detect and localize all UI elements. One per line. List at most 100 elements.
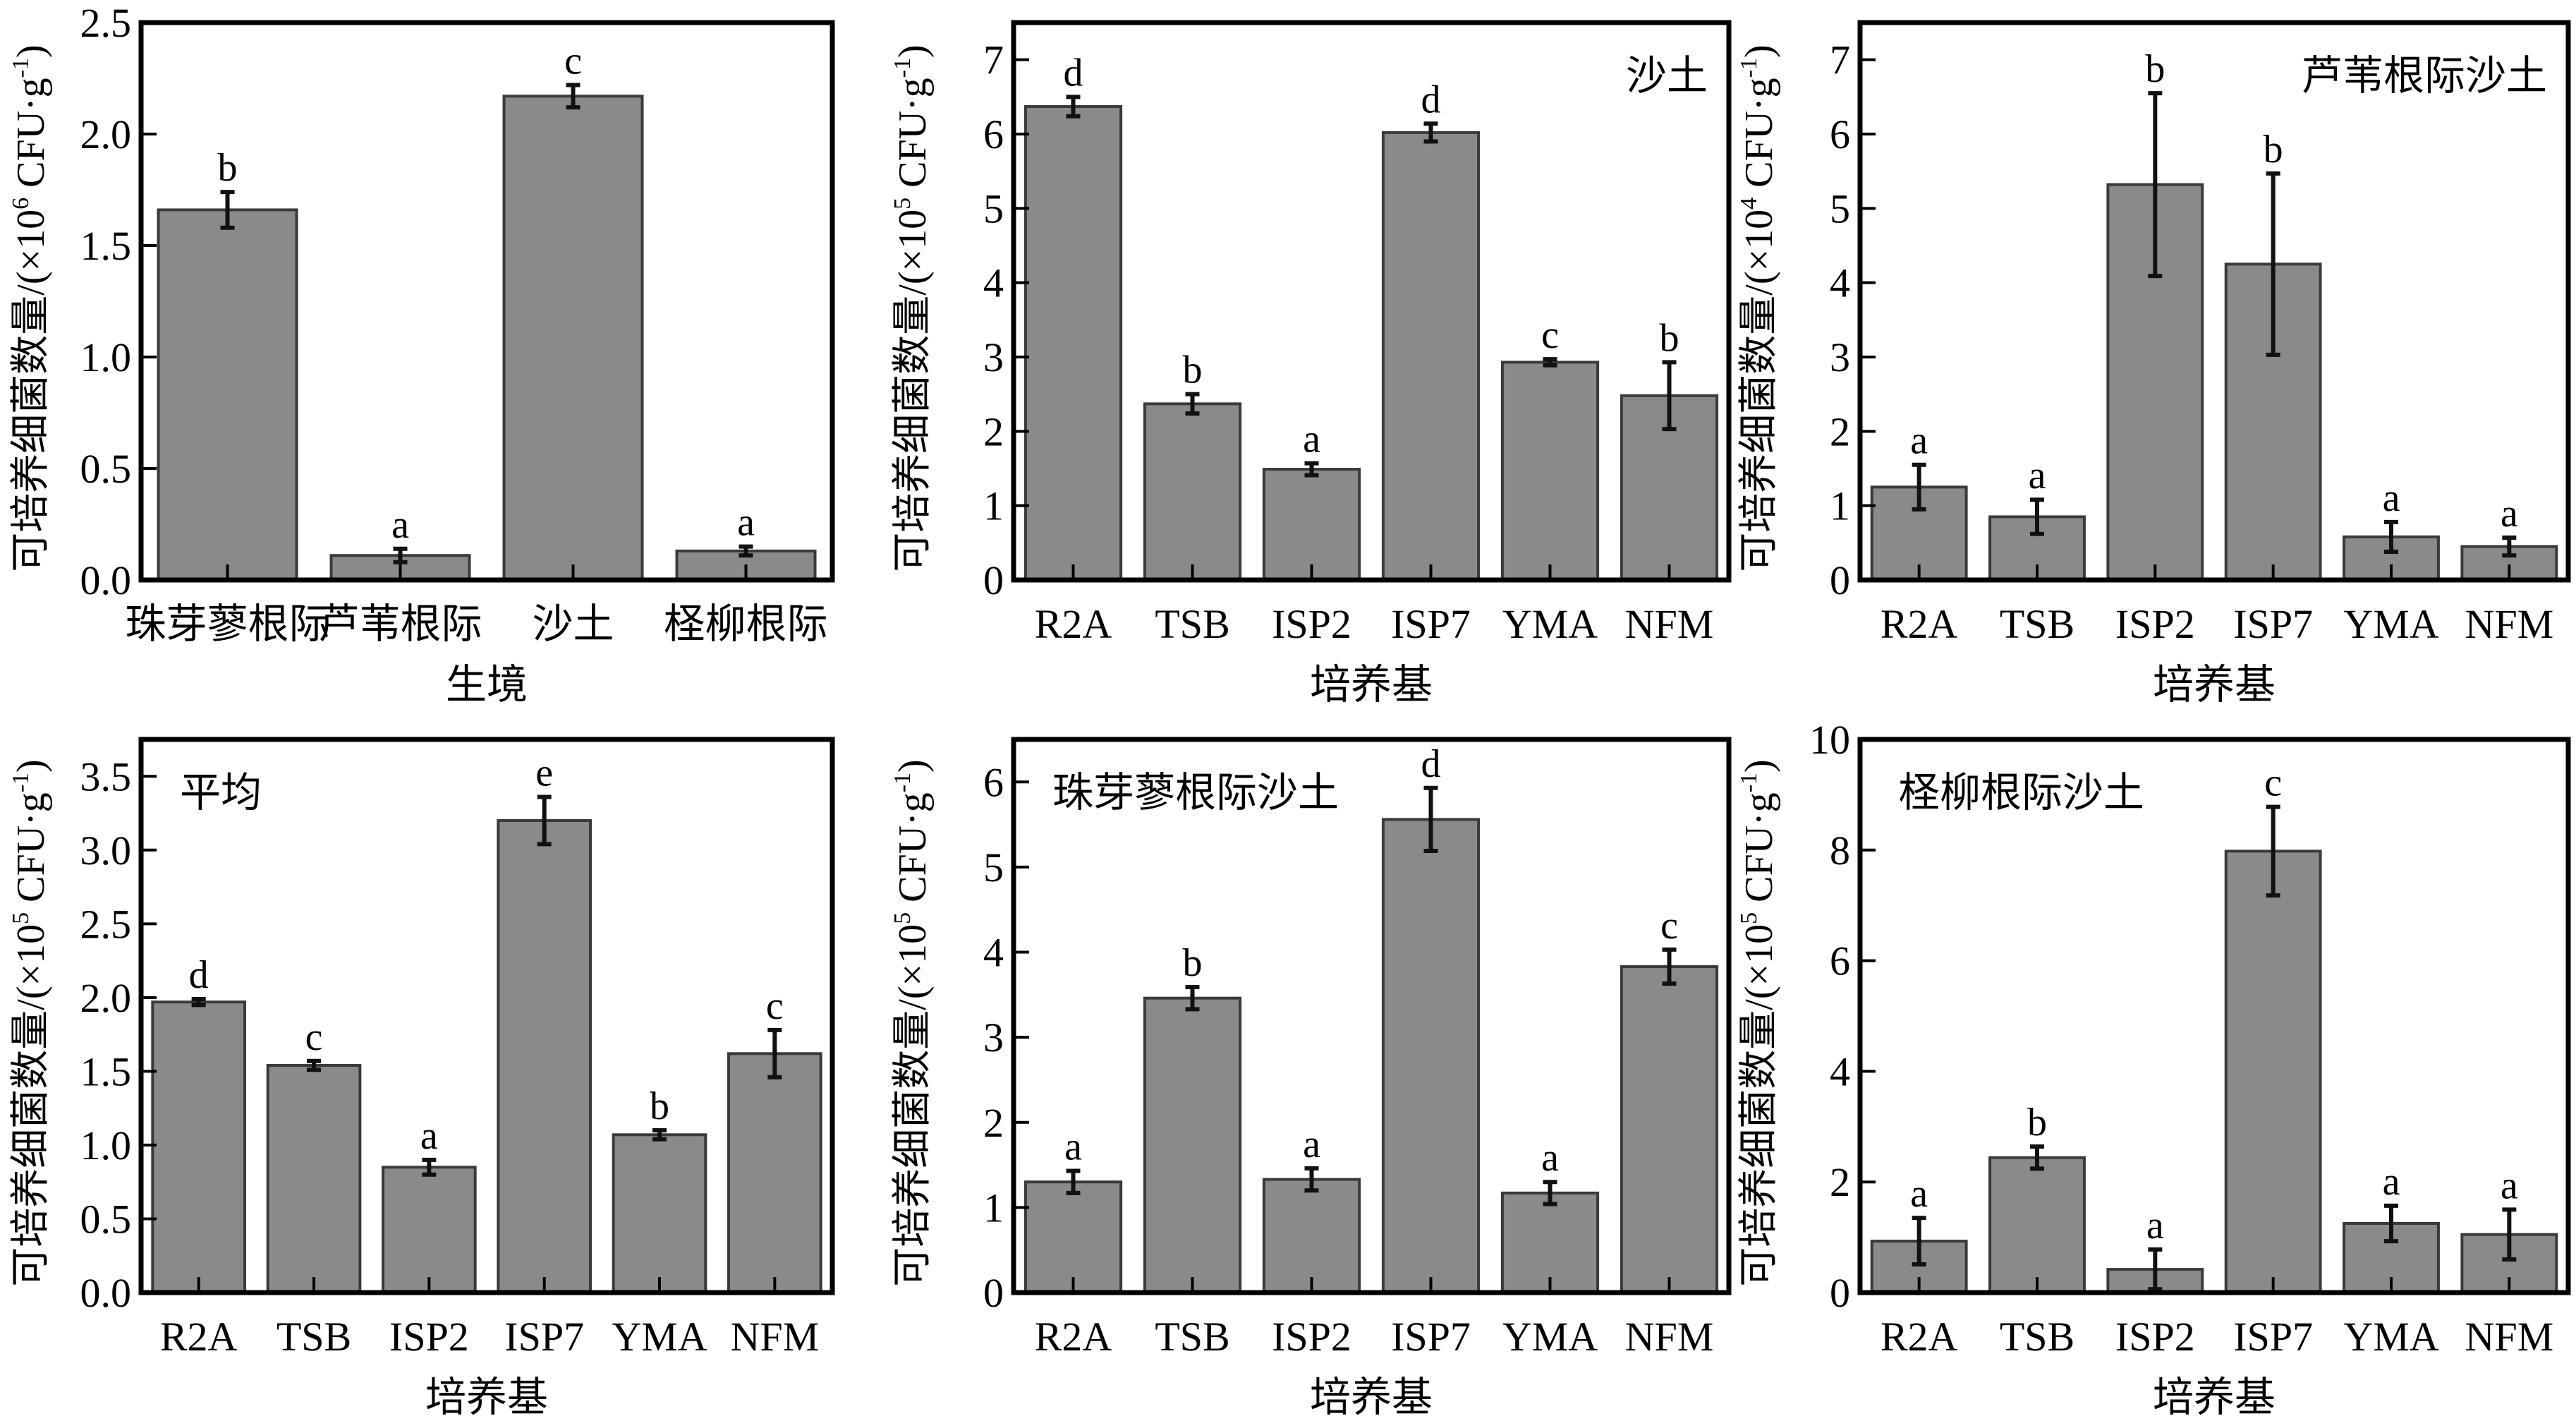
significance-letter: a	[391, 503, 409, 547]
chart-panel-habitat: b 珠芽蓼根际 a 芦苇根际 c 沙土 a 柽柳根际 0.0 0.5 1.0 1.5 2.0 2.5 生境 可…	[8, 0, 835, 708]
x-tick-label: ISP7	[2233, 1314, 2313, 1360]
bar	[1143, 402, 1242, 581]
significance-letter: a	[2146, 1204, 2164, 1247]
y-tick-label: 0	[983, 557, 1004, 603]
y-axis-label: 可培养细菌数量/(×105 CFU·g-1)	[889, 759, 935, 1286]
x-axis-label: 培养基	[1310, 1374, 1433, 1420]
y-axis-label-text: 可培养细菌数量/(×10	[1737, 210, 1781, 572]
bar	[151, 1000, 246, 1294]
y-axis-label: 可培养细菌数量/(×106 CFU·g-1)	[8, 44, 53, 572]
significance-letter: c	[305, 1015, 323, 1059]
significance-letter: e	[535, 751, 553, 795]
panel-annotation: 平均	[180, 770, 262, 816]
y-tick-label: 3.5	[80, 754, 132, 799]
y-tick-label: 2.0	[80, 111, 132, 157]
y-tick-label: 0	[1830, 1270, 1850, 1316]
x-tick-label: 柽柳根际	[664, 601, 827, 647]
y-axis-label-unit: CFU·g	[1737, 78, 1781, 198]
bar	[1381, 131, 1481, 582]
significance-letter: d	[1064, 51, 1083, 95]
error-bar	[422, 1157, 437, 1177]
panel-annotation: 沙土	[1626, 53, 1708, 99]
y-axis-label-exponent: 4	[1736, 198, 1762, 210]
x-tick-label: ISP2	[389, 1314, 469, 1360]
y-axis-label-unit: CFU·g	[891, 78, 935, 198]
error-bar	[1185, 984, 1200, 1012]
significance-letter: c	[1541, 313, 1559, 357]
error-bar	[2384, 519, 2398, 554]
bar	[1988, 1156, 2086, 1294]
y-tick-label: 0.5	[80, 446, 132, 492]
x-tick-label: NFM	[730, 1314, 819, 1360]
y-axis-label-text: 可培养细菌数量/(×10	[891, 924, 935, 1287]
x-axis-label: 培养基	[425, 1374, 548, 1420]
bar	[502, 95, 644, 581]
bar	[1262, 1178, 1361, 1294]
x-tick-label: ISP7	[2233, 601, 2313, 647]
x-tick-label: YMA	[1502, 1314, 1598, 1360]
error-bar	[1066, 1168, 1081, 1195]
error-bar	[739, 544, 753, 558]
chart-panel-polygonum-rhizosphere: a R2A b TSB a ISP2 d ISP7 a YMA c NFM 0 1 2 3 4 5 6 培养基 可培养细…	[889, 737, 1732, 1420]
error-bar	[1543, 1180, 1557, 1207]
y-tick-label: 2	[983, 1100, 1004, 1146]
error-bar	[2148, 91, 2163, 279]
panel-annotation: 柽柳根际沙土	[1899, 770, 2144, 816]
x-tick-label: ISP2	[2115, 601, 2195, 647]
bar	[2224, 849, 2322, 1295]
x-tick-label: NFM	[1625, 1314, 1714, 1360]
x-tick-label: YMA	[2343, 1314, 2438, 1360]
y-axis-label-text: 可培养细菌数量/(×10	[9, 924, 53, 1287]
y-tick-label: 2	[1830, 409, 1850, 454]
y-tick-label: 0.0	[80, 557, 132, 603]
error-bar	[652, 1128, 667, 1142]
significance-letter: a	[1064, 1125, 1082, 1169]
error-bar	[1662, 360, 1677, 432]
bar	[1262, 468, 1361, 582]
significance-letter: b	[1183, 941, 1203, 985]
x-tick-label: R2A	[1881, 1314, 1958, 1360]
y-axis-label-end: )	[9, 44, 53, 58]
y-tick-label: 1	[1830, 483, 1850, 529]
x-tick-label: 沙土	[532, 601, 614, 647]
y-tick-label: 1.0	[80, 1123, 132, 1168]
significance-letter: d	[1421, 78, 1441, 121]
error-bar	[1304, 1166, 1319, 1193]
plot-frame	[1857, 20, 2571, 583]
error-bar	[2502, 1207, 2517, 1262]
y-axis-label-exponent: 5	[889, 198, 916, 210]
error-bar	[1423, 785, 1438, 854]
y-axis-label-exponent: -1	[889, 773, 916, 792]
significance-letter: b	[1660, 316, 1679, 360]
y-axis-label-end: )	[1737, 759, 1781, 773]
error-bar	[1423, 121, 1438, 144]
error-bar	[767, 1027, 782, 1080]
significance-letter: b	[2264, 128, 2283, 171]
y-tick-label: 2.5	[80, 901, 132, 947]
x-axis-label: 培养基	[2153, 662, 2276, 708]
x-tick-label: TSB	[2000, 1314, 2074, 1360]
y-axis-label: 可培养细菌数量/(×105 CFU·g-1)	[1736, 759, 1781, 1286]
x-tick-label: TSB	[277, 1314, 351, 1360]
y-tick-label: 5	[983, 845, 1004, 890]
y-axis-label-exponent: 5	[889, 912, 916, 924]
y-tick-label: 3.0	[80, 828, 132, 873]
significance-letter: b	[2145, 47, 2165, 91]
bar	[612, 1133, 707, 1295]
y-axis-label: 可培养细菌数量/(×105 CFU·g-1)	[8, 759, 53, 1286]
x-tick-label: ISP7	[1391, 601, 1471, 647]
y-tick-label: 0.5	[80, 1196, 132, 1242]
y-tick-label: 7	[983, 37, 1004, 83]
error-bar	[1912, 1216, 1926, 1267]
error-bar	[1066, 95, 1081, 119]
error-bar	[2148, 1247, 2163, 1292]
significance-letter: a	[2501, 1163, 2518, 1207]
significance-letter: a	[2383, 1160, 2400, 1204]
significance-letter: a	[420, 1114, 438, 1158]
bar	[1023, 1180, 1123, 1294]
x-axis-label: 培养基	[2153, 1374, 2276, 1420]
significance-letter: b	[650, 1084, 669, 1128]
error-bar	[1662, 947, 1677, 986]
plot-frame	[1857, 737, 2571, 1295]
